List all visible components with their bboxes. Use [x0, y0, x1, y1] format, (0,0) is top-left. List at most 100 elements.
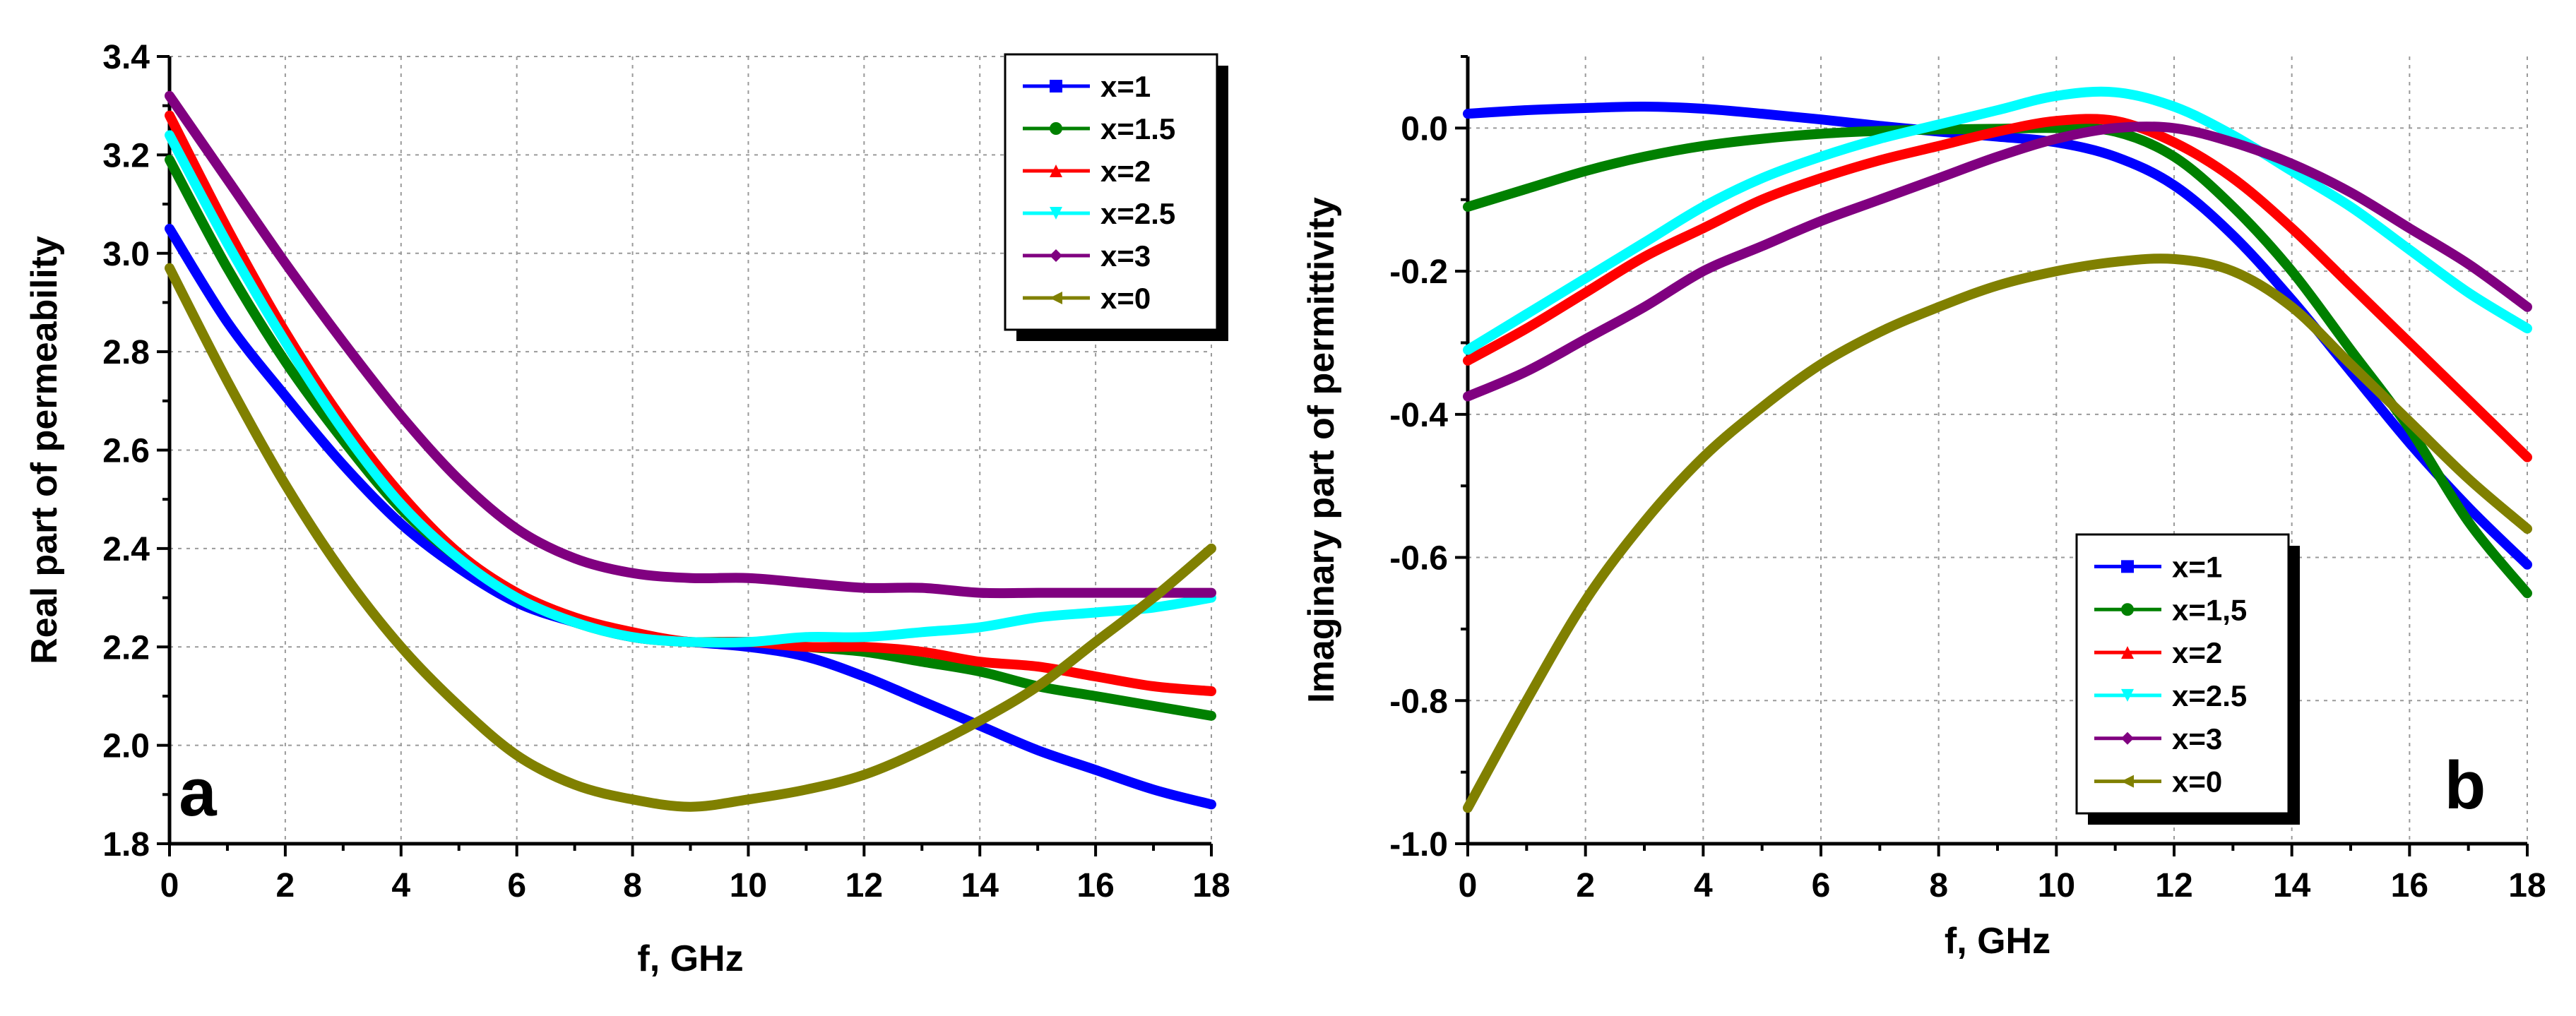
data-point: [458, 479, 459, 480]
data-point: [1644, 306, 1645, 307]
data-point: [748, 642, 749, 643]
data-point: [1211, 592, 1212, 593]
data-point: [690, 806, 691, 807]
data-point: [2527, 457, 2528, 458]
legend-box: [2075, 533, 2290, 815]
data-point: [1644, 521, 1645, 522]
data-point: [1526, 313, 1527, 314]
y-tick-label: 2.4: [102, 531, 150, 568]
legend-label: x=1: [2172, 550, 2222, 583]
data-point: [864, 637, 865, 638]
data-point: [2468, 263, 2469, 264]
data-point: [2056, 95, 2057, 96]
y-tick-label: -0.8: [1389, 683, 1448, 720]
x-tick-label: 2: [276, 867, 295, 904]
legend: x=1 x=1,5 x=2 x=2.5 x=3 x=0: [2075, 533, 2300, 825]
data-point: [806, 582, 807, 583]
y-tick-label: -1.0: [1389, 826, 1448, 863]
legend-item: x=2: [2094, 636, 2222, 669]
x-tick-label: 10: [2038, 867, 2075, 904]
x-tick-label: 0: [160, 867, 179, 904]
legend-label: x=2.5: [1100, 197, 1175, 230]
x-tick-label: 12: [2155, 867, 2192, 904]
legend-marker-icon: [1050, 292, 1062, 304]
data-point: [2174, 185, 2175, 186]
x-tick-label: 4: [1694, 867, 1713, 904]
x-tick-label: 16: [2391, 867, 2428, 904]
legend-label: x=0: [2172, 765, 2222, 799]
x-axis-title: f, GHz: [1945, 921, 2050, 962]
data-point: [2291, 164, 2292, 165]
data-point: [1821, 119, 1822, 120]
legend-item: x=1: [1023, 70, 1151, 103]
y-tick-label: 2.2: [102, 629, 150, 667]
x-tick-label: 14: [961, 867, 999, 904]
y-tick-label: 1.8: [102, 826, 150, 863]
legend-marker-icon: [2121, 603, 2134, 616]
data-point: [1585, 171, 1586, 172]
x-axis-title: f, GHz: [637, 938, 743, 979]
series-line-x=2.5: [1463, 86, 2532, 355]
y-tick-label: 2.0: [102, 728, 150, 765]
legend-label: x=0: [1100, 282, 1151, 315]
data-point: [2409, 228, 2410, 229]
data-point: [864, 587, 865, 588]
y-tick-label: 2.6: [102, 433, 150, 470]
data-point: [1526, 700, 1527, 701]
data-point: [400, 494, 401, 495]
y-tick-label: 3.0: [102, 236, 150, 273]
data-point: [1644, 106, 1645, 107]
legend-item: x=2: [1023, 155, 1151, 188]
legend-item: x=2.5: [1023, 197, 1175, 230]
series-points-x=0: [170, 268, 1212, 807]
data-point: [2174, 128, 2175, 129]
series-line-x=3: [1463, 121, 2532, 402]
data-point: [516, 529, 517, 530]
data-point: [400, 524, 401, 525]
legend-marker-icon: [2121, 646, 2134, 659]
legend-item: x=1: [2094, 550, 2222, 583]
legend-item: x=3: [1023, 239, 1151, 273]
data-point: [806, 789, 807, 790]
data-point: [1703, 145, 1704, 146]
data-point: [1211, 715, 1212, 716]
data-point: [1526, 328, 1527, 329]
data-point: [2468, 292, 2469, 293]
data-point: [2468, 507, 2469, 508]
legend-marker-icon: [1050, 80, 1062, 92]
data-point: [1938, 306, 1939, 307]
series-group: [165, 90, 1216, 812]
data-point: [1153, 597, 1154, 598]
series-line-x=3: [165, 90, 1216, 599]
data-point: [1153, 789, 1154, 790]
x-tick-label: 8: [623, 867, 642, 904]
y-tick-label: 2.8: [102, 334, 150, 371]
legend-marker-icon: [2121, 688, 2134, 702]
series-line-x=0: [1463, 253, 2532, 813]
legend-label: x=1,5: [2172, 593, 2247, 626]
legend-marker-icon: [2121, 731, 2134, 745]
data-point: [2527, 306, 2528, 307]
chart-panel-b: 0 2 4 6 8 10 12 14 16 18 -1.0 -0.8 -0.6 -0.4 -0.2 0.0 f,…: [1301, 55, 2546, 962]
data-point: [2291, 299, 2292, 300]
data-point: [400, 504, 401, 505]
legend-label: x=3: [2172, 722, 2222, 755]
legend-marker-icon: [1050, 249, 1062, 262]
data-point: [1703, 228, 1704, 229]
data-point: [1644, 242, 1645, 243]
x-tick-label: 8: [1929, 867, 1948, 904]
data-point: [1585, 339, 1586, 340]
series-line-x=2: [1463, 114, 2532, 462]
data-point: [1703, 206, 1704, 207]
data-point: [1938, 145, 1939, 146]
data-point: [1703, 271, 1704, 272]
panel-letter: a: [179, 755, 217, 830]
data-point: [864, 676, 865, 677]
chart-panel-a: 0 2 4 6 8 10 12 14 16 18 1.8 2.0 2.2 2.4 2.6 2.8 3.0 3.2 3…: [24, 39, 1230, 979]
data-point: [2409, 342, 2410, 343]
data-point: [1703, 457, 1704, 458]
data-point: [806, 637, 807, 638]
data-point: [1585, 600, 1586, 601]
series-line-x=0: [165, 263, 1216, 812]
